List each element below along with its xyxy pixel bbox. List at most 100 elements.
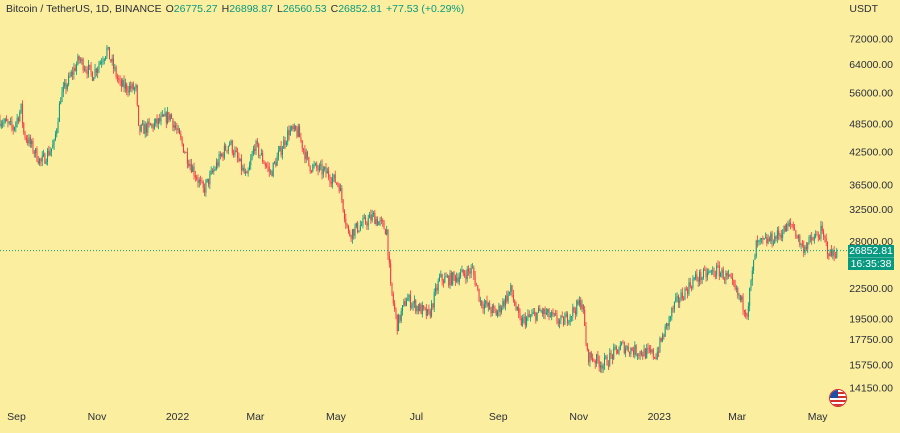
candle-body[interactable] [4, 118, 6, 122]
candle-body[interactable] [419, 304, 421, 311]
candle-body[interactable] [609, 353, 611, 366]
candle-body[interactable] [429, 311, 431, 317]
candle-body[interactable] [423, 305, 425, 308]
candle-body[interactable] [267, 166, 269, 168]
candle-body[interactable] [684, 288, 686, 300]
candle-body[interactable] [808, 237, 810, 244]
candle-body[interactable] [233, 152, 235, 155]
candle-body[interactable] [586, 343, 588, 350]
candle-body[interactable] [627, 346, 629, 352]
candle-body[interactable] [326, 170, 328, 174]
candle-body[interactable] [31, 140, 33, 145]
candle-body[interactable] [296, 130, 298, 137]
candle-body[interactable] [640, 351, 642, 355]
candle-body[interactable] [172, 118, 174, 128]
candle-body[interactable] [336, 182, 338, 184]
candle-body[interactable] [438, 276, 440, 281]
candle-body[interactable] [3, 121, 5, 124]
candle-body[interactable] [600, 365, 602, 368]
candle-body[interactable] [52, 144, 54, 149]
candle-body[interactable] [106, 47, 108, 57]
candle-body[interactable] [813, 236, 815, 241]
candle-body[interactable] [502, 300, 504, 309]
candle-body[interactable] [485, 300, 487, 304]
candle-body[interactable] [25, 137, 27, 140]
candle-body[interactable] [392, 294, 394, 304]
candle-body[interactable] [680, 292, 682, 301]
candle-body[interactable] [295, 125, 297, 131]
candle-body[interactable] [548, 309, 550, 318]
candle-body[interactable] [395, 309, 397, 315]
candle-body[interactable] [163, 114, 165, 117]
candle-body[interactable] [130, 85, 132, 89]
candle-body[interactable] [337, 183, 339, 186]
candle-body[interactable] [481, 300, 483, 307]
candle-body[interactable] [758, 240, 760, 243]
candle-body[interactable] [409, 295, 411, 308]
candle-body[interactable] [230, 140, 232, 144]
candle-body[interactable] [387, 229, 389, 257]
candle-body[interactable] [238, 157, 240, 162]
candle-body[interactable] [766, 237, 768, 244]
candle-body[interactable] [795, 230, 797, 238]
candle-body[interactable] [198, 180, 200, 183]
candle-body[interactable] [45, 161, 47, 164]
candle-body[interactable] [375, 218, 377, 225]
candle-body[interactable] [764, 237, 766, 239]
candle-body[interactable] [767, 238, 769, 244]
candle-body[interactable] [780, 234, 782, 238]
candle-body[interactable] [271, 171, 273, 177]
candle-body[interactable] [362, 218, 364, 225]
candle-body[interactable] [138, 105, 140, 126]
candle-body[interactable] [833, 250, 835, 257]
candle-body[interactable] [733, 280, 735, 285]
candle-body[interactable] [688, 282, 690, 294]
candle-body[interactable] [277, 150, 279, 157]
price-axis[interactable]: 72000.00 64000.00 56000.00 48500.00 42500.00… [849, 34, 893, 395]
candle-body[interactable] [629, 351, 631, 354]
candle-body[interactable] [285, 142, 287, 145]
candle-body[interactable] [462, 269, 464, 274]
candle-body[interactable] [107, 47, 109, 48]
candle-body[interactable] [437, 280, 439, 291]
candle-body[interactable] [539, 308, 541, 312]
candle-body[interactable] [341, 187, 343, 200]
candle-body[interactable] [222, 153, 224, 158]
candle-body[interactable] [188, 163, 190, 166]
candle-body[interactable] [721, 269, 723, 274]
candle-body[interactable] [279, 146, 281, 151]
candle-body[interactable] [623, 342, 625, 354]
candle-body[interactable] [622, 342, 624, 344]
candle-body[interactable] [60, 101, 62, 104]
candle-body[interactable] [99, 62, 101, 65]
candle-body[interactable] [101, 62, 103, 64]
candle-body[interactable] [788, 222, 790, 226]
candle-body[interactable] [202, 181, 204, 189]
candle-body[interactable] [90, 65, 92, 72]
candle-body[interactable] [794, 228, 796, 231]
candle-body[interactable] [508, 291, 510, 294]
candle-body[interactable] [0, 119, 1, 127]
candle-body[interactable] [510, 285, 512, 292]
candle-body[interactable] [817, 235, 819, 238]
candle-body[interactable] [403, 301, 405, 306]
candle-body[interactable] [87, 64, 89, 75]
candle-body[interactable] [824, 236, 826, 239]
candle-body[interactable] [663, 335, 665, 337]
candle-body[interactable] [706, 272, 708, 278]
candle-body[interactable] [614, 346, 616, 348]
candle-body[interactable] [342, 199, 344, 211]
candle-body[interactable] [642, 354, 644, 357]
candle-body[interactable] [119, 79, 121, 81]
candle-body[interactable] [650, 349, 652, 353]
candle-body[interactable] [299, 126, 301, 138]
candle-body[interactable] [54, 134, 56, 140]
candle-body[interactable] [479, 300, 481, 302]
candle-body[interactable] [545, 312, 547, 315]
candle-body[interactable] [219, 154, 221, 156]
candle-body[interactable] [504, 295, 506, 306]
candle-body[interactable] [263, 161, 265, 164]
candle-body[interactable] [371, 214, 373, 221]
candle-body[interactable] [775, 236, 777, 239]
